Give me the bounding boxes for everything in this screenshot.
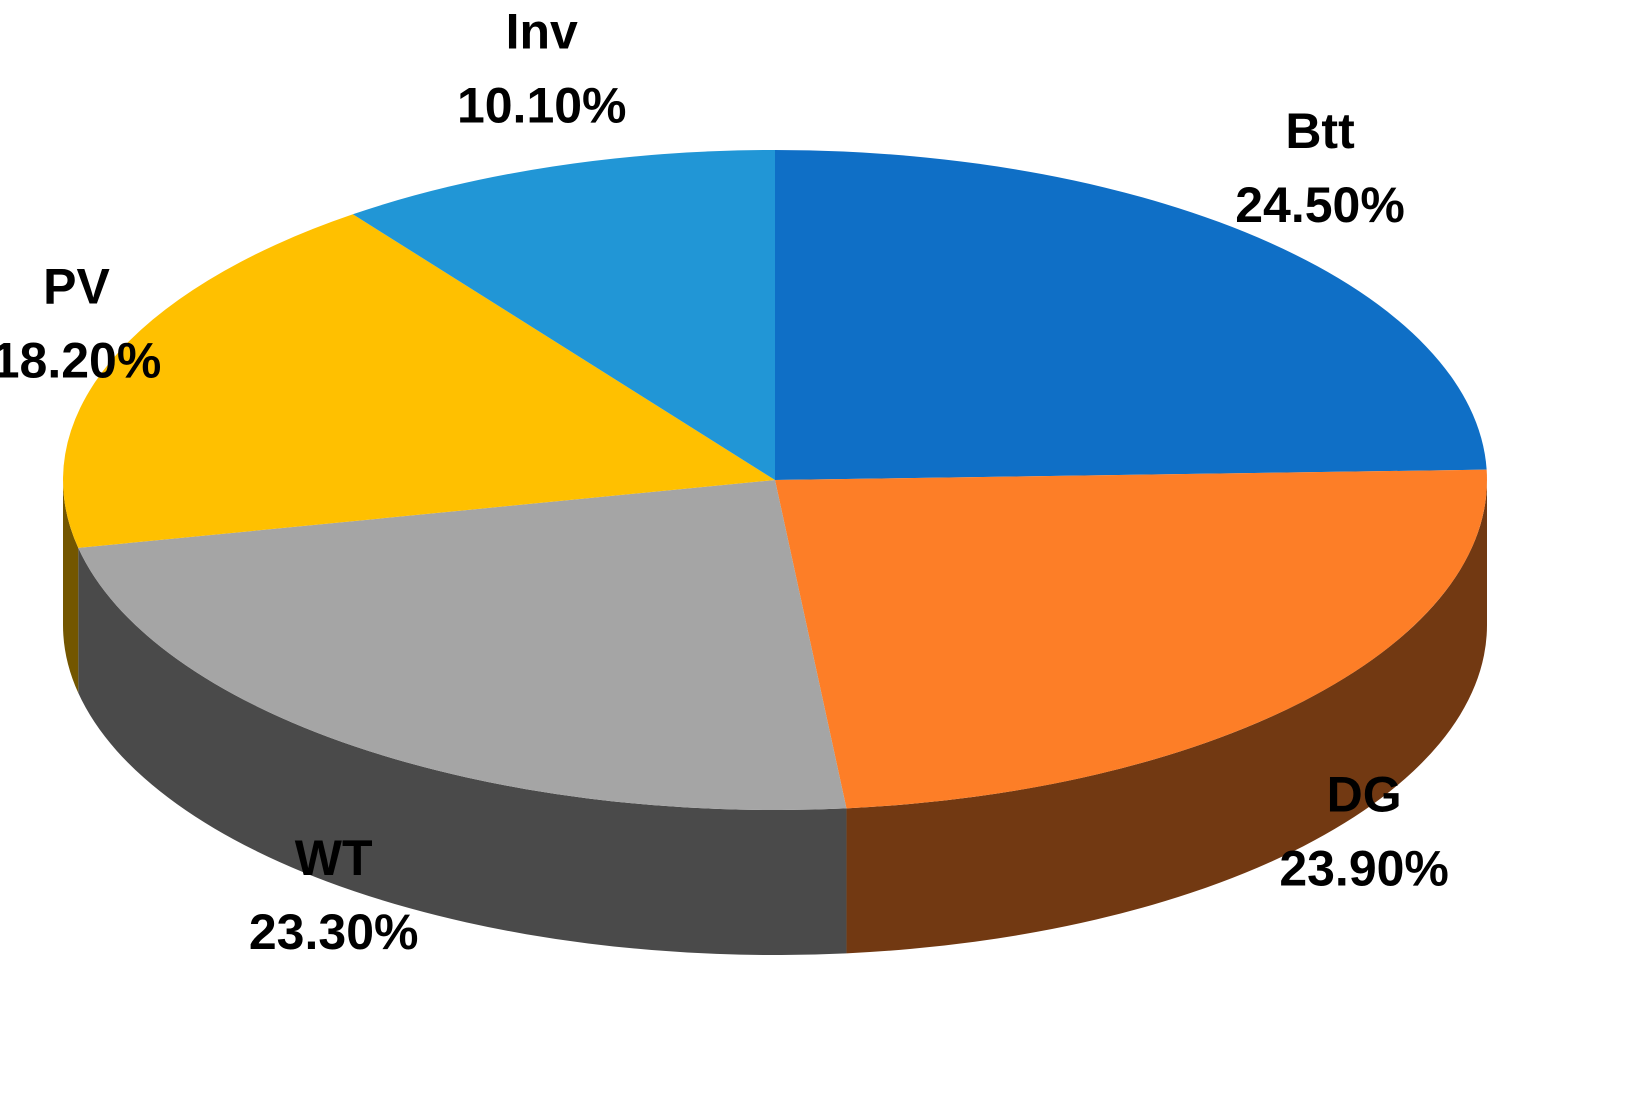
slice: [78, 480, 847, 810]
slice: [62, 214, 775, 548]
category-label: DG: [1327, 766, 1402, 822]
side-faces: [63, 480, 1487, 956]
category-label: WT: [295, 830, 373, 886]
value-label: 10.10%: [457, 78, 627, 134]
slice: [775, 150, 1487, 480]
value-label: 18.20%: [0, 332, 161, 388]
category-label: PV: [43, 258, 110, 314]
slice-side: [63, 480, 79, 693]
slice: [775, 469, 1487, 809]
category-label: Btt: [1285, 103, 1355, 159]
category-label: Inv: [506, 4, 578, 60]
value-label: 24.50%: [1235, 177, 1405, 233]
slice: [352, 150, 775, 480]
slice-side: [846, 480, 1487, 954]
value-label: 23.30%: [249, 904, 419, 960]
value-label: 23.90%: [1279, 840, 1449, 896]
slice-side: [78, 547, 847, 956]
top-faces: [62, 150, 1487, 810]
